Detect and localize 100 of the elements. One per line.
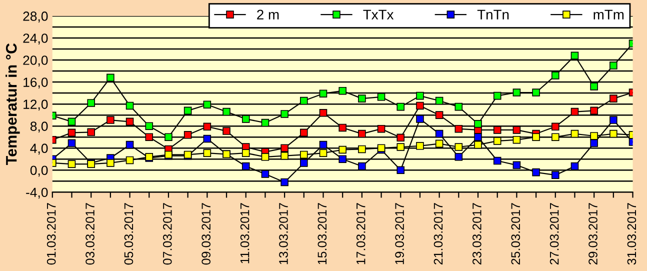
point [396, 143, 405, 151]
point [493, 156, 502, 165]
point [184, 106, 192, 115]
point [68, 139, 76, 148]
point [610, 62, 618, 70]
point [435, 96, 444, 105]
point [590, 132, 598, 140]
x-tick-label: 23.03.2017 [472, 203, 482, 264]
y-axis-title: Temperatur in °C [6, 43, 20, 165]
point [396, 134, 405, 142]
point [377, 93, 386, 101]
x-tick-label: 19.03.2017 [395, 203, 404, 264]
point [590, 82, 598, 90]
point [454, 143, 463, 151]
x-tick-label: 01.03.2017 [46, 203, 56, 265]
point [416, 115, 424, 123]
point [416, 102, 424, 110]
point [242, 115, 250, 123]
point [532, 88, 540, 96]
point [610, 130, 618, 138]
point [319, 149, 328, 157]
point [203, 100, 212, 109]
x-tick-label: 15.03.2017 [318, 203, 327, 264]
point [493, 126, 502, 134]
y-tick-label: 4,0 [30, 144, 48, 155]
y-tick-label: 12,0 [24, 100, 48, 111]
point [493, 137, 502, 145]
point [610, 94, 618, 102]
point [512, 136, 521, 144]
point [126, 118, 134, 126]
point [261, 118, 270, 127]
point [68, 118, 76, 126]
point [570, 130, 579, 138]
point [126, 102, 134, 110]
point [203, 149, 212, 157]
point [300, 128, 308, 137]
point [590, 139, 598, 148]
x-tick-label: 03.03.2017 [86, 203, 94, 265]
point [551, 171, 560, 179]
x-tick-label: 31.03.2017 [627, 203, 636, 265]
point [551, 133, 560, 141]
point [319, 108, 328, 117]
point [551, 72, 560, 80]
point [280, 152, 288, 160]
x-tick-label: 05.03.2017 [124, 203, 134, 265]
point [203, 134, 212, 143]
point [280, 178, 288, 186]
point [280, 110, 288, 118]
point [338, 86, 346, 95]
legend-label: mTm [594, 10, 624, 20]
point [280, 144, 288, 152]
point [454, 153, 463, 161]
point [242, 149, 250, 157]
point [435, 130, 444, 138]
point [435, 111, 444, 119]
point [396, 166, 405, 174]
point [358, 162, 366, 170]
point [338, 124, 346, 132]
point [319, 140, 328, 149]
point [570, 108, 579, 116]
point [261, 170, 270, 178]
point [106, 159, 114, 167]
x-tick-label: 21.03.2017 [434, 203, 443, 264]
point [145, 122, 154, 130]
point [416, 92, 424, 100]
y-tick-label: 0,0 [30, 166, 48, 177]
y-tick-label: 16,0 [24, 78, 48, 89]
point [512, 126, 521, 134]
point [68, 128, 76, 137]
point [396, 102, 405, 111]
point [454, 124, 463, 133]
point [590, 106, 598, 115]
point [551, 122, 560, 131]
point [570, 162, 579, 170]
y-tick-label: 8,0 [30, 122, 48, 133]
point [106, 74, 114, 82]
point [435, 140, 444, 148]
point [358, 94, 366, 102]
point [338, 155, 346, 164]
point [338, 146, 346, 154]
x-tick-label: 17.03.2017 [356, 203, 366, 264]
x-tick-label: 09.03.2017 [202, 203, 211, 265]
point [87, 99, 95, 107]
point [242, 162, 250, 170]
point [358, 130, 366, 138]
point [87, 128, 95, 136]
point [570, 52, 579, 60]
x-tick-label: 13.03.2017 [279, 203, 288, 264]
point [358, 145, 366, 154]
x-tick-label: 07.03.2017 [162, 203, 172, 265]
point [493, 92, 502, 100]
x-tick-label: 27.03.2017 [550, 203, 559, 264]
point [454, 102, 463, 111]
point [222, 127, 230, 135]
point [512, 161, 521, 170]
point [164, 133, 172, 141]
point [474, 140, 482, 149]
point [377, 124, 386, 133]
point [184, 131, 192, 139]
point [532, 168, 540, 176]
